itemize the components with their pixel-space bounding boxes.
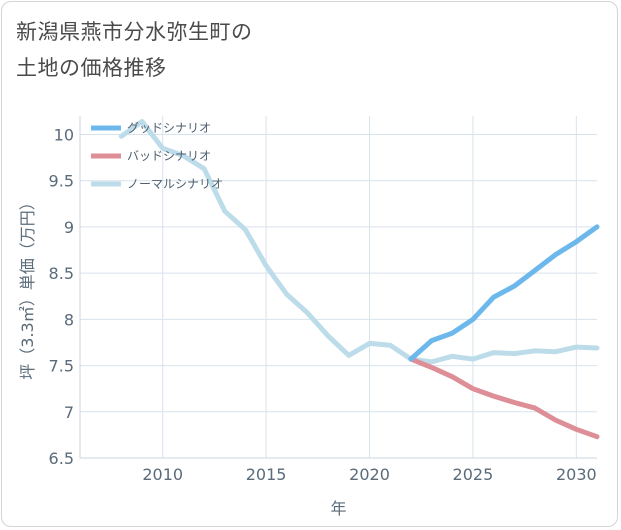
chart-title-line-1: 新潟県燕市分水弥生町の bbox=[16, 20, 253, 44]
series-line-0 bbox=[408, 224, 600, 362]
y-axis-label: 坪（3.3㎡）単価（万円） bbox=[18, 194, 37, 379]
y-tick-label: 7.5 bbox=[49, 357, 74, 376]
chart-title-line-2: 土地の価格推移 bbox=[16, 56, 167, 80]
y-tick-label: 10 bbox=[54, 125, 74, 144]
series-line-2 bbox=[118, 119, 600, 365]
y-tick-label: 8.5 bbox=[49, 264, 74, 283]
y-tick-label: 8 bbox=[64, 310, 74, 329]
series-line-1 bbox=[408, 356, 600, 440]
y-tick-label: 9 bbox=[64, 218, 74, 237]
legend-label: バッドシナリオ bbox=[127, 149, 211, 163]
x-tick-label: 2020 bbox=[349, 465, 390, 484]
y-tick-label: 9.5 bbox=[49, 172, 74, 191]
y-tick-label: 7 bbox=[64, 403, 74, 422]
x-axis-label: 年 bbox=[330, 499, 346, 518]
y-tick-label: 6.5 bbox=[49, 449, 74, 468]
legend-label: ノーマルシナリオ bbox=[127, 177, 223, 191]
legend-label: グッドシナリオ bbox=[127, 121, 211, 135]
x-tick-label: 2010 bbox=[142, 465, 183, 484]
chart-title: 新潟県燕市分水弥生町の 土地の価格推移 bbox=[16, 14, 253, 86]
x-tick-label: 2030 bbox=[556, 465, 597, 484]
x-tick-label: 2025 bbox=[453, 465, 494, 484]
x-tick-label: 2015 bbox=[246, 465, 287, 484]
